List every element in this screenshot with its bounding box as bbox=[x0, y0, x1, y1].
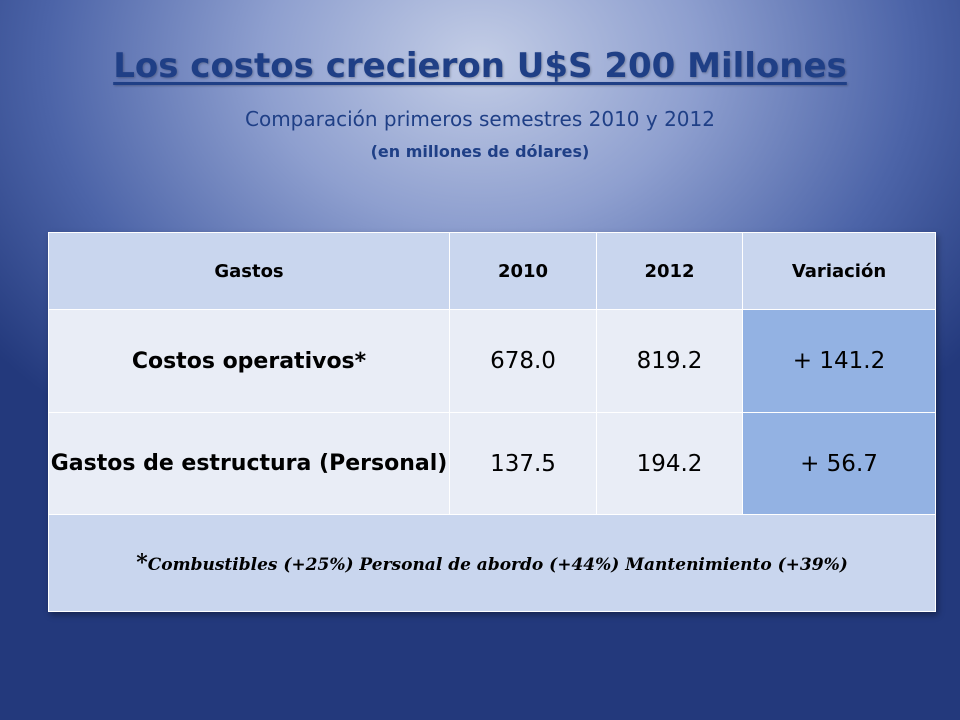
value-variation: + 141.2 bbox=[742, 309, 936, 413]
footnote-star: * bbox=[136, 550, 148, 576]
footnote-text: Combustibles (+25%) Personal de abordo (… bbox=[147, 555, 848, 575]
table-header-row: Gastos 2010 2012 Variación bbox=[48, 232, 936, 310]
costs-table: Gastos 2010 2012 Variación Costos operat… bbox=[48, 232, 936, 612]
header-2010: 2010 bbox=[449, 232, 597, 310]
header-gastos: Gastos bbox=[48, 232, 450, 310]
value-variation: + 56.7 bbox=[742, 412, 936, 515]
table-row: Gastos de estructura (Personal) 137.5 19… bbox=[48, 412, 936, 515]
value-2010: 678.0 bbox=[449, 309, 597, 413]
header-2012: 2012 bbox=[596, 232, 743, 310]
header-variacion: Variación bbox=[742, 232, 936, 310]
table-row: Costos operativos* 678.0 819.2 + 141.2 bbox=[48, 309, 936, 413]
value-2012: 819.2 bbox=[596, 309, 743, 413]
slide-subtitle: Comparación primeros semestres 2010 y 20… bbox=[245, 107, 715, 131]
row-label: Gastos de estructura (Personal) bbox=[48, 412, 450, 515]
unit-note: (en millones de dólares) bbox=[370, 142, 590, 161]
row-label: Costos operativos* bbox=[48, 309, 450, 413]
footnote-row: *Combustibles (+25%) Personal de abordo … bbox=[48, 514, 936, 612]
footnote-cell: *Combustibles (+25%) Personal de abordo … bbox=[48, 514, 936, 612]
value-2010: 137.5 bbox=[449, 412, 597, 515]
value-2012: 194.2 bbox=[596, 412, 743, 515]
slide-title: Los costos crecieron U$S 200 Millones bbox=[113, 46, 847, 86]
